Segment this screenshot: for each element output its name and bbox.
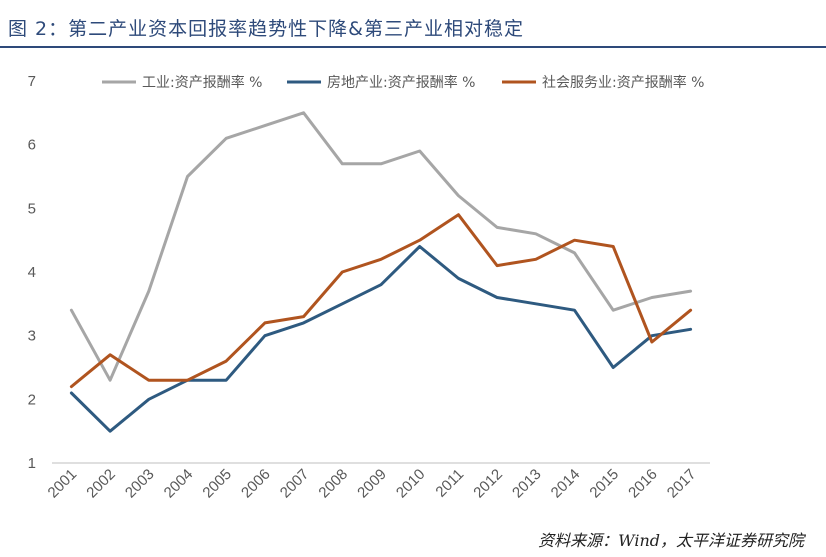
line-chart: 1 2 3 4 5 6 7 2001 2002 2003 2004 2005 2006 2007 2008… (28, 73, 710, 502)
source-note: 资料来源：Wind，太平洋证券研究院 (538, 531, 804, 550)
y-tick-label: 1 (28, 455, 36, 472)
x-axis-tick-labels: 2001 2002 2003 2004 2005 2006 2007 2008 2009 2010… (45, 466, 700, 502)
x-tick-label: 2016 (625, 466, 661, 502)
x-tick-label: 2005 (199, 466, 235, 502)
x-tick-label: 2001 (45, 466, 81, 502)
x-tick-label: 2013 (509, 466, 545, 502)
x-tick-label: 2014 (548, 466, 584, 502)
legend: 工业:资产报酬率 % 房地产业:资产报酬率 % 社会服务业:资产报酬率 % (102, 74, 704, 91)
series-line-1 (69, 111, 693, 382)
x-tick-label: 2004 (161, 466, 197, 502)
legend-label: 工业:资产报酬率 % (142, 74, 262, 91)
figure-title: 图 2：第二产业资本回报率趋势性下降&第三产业相对稳定 (8, 18, 524, 40)
x-tick-label: 2007 (277, 466, 313, 502)
x-tick-label: 2006 (238, 466, 274, 502)
x-tick-label: 2015 (586, 466, 622, 502)
y-tick-label: 7 (28, 73, 36, 90)
x-tick-label: 2003 (122, 466, 158, 502)
x-tick-label: 2008 (316, 466, 352, 502)
x-tick-label: 2009 (354, 466, 390, 502)
y-tick-label: 3 (28, 328, 36, 345)
y-tick-label: 5 (28, 200, 36, 217)
series-line-3 (69, 213, 693, 389)
y-tick-label: 6 (28, 137, 36, 154)
title-divider (0, 46, 826, 48)
x-tick-label: 2010 (393, 466, 429, 502)
series-line-2 (69, 245, 693, 433)
x-tick-label: 2017 (664, 466, 700, 502)
y-tick-label: 4 (28, 264, 36, 281)
legend-label: 房地产业:资产报酬率 % (327, 74, 475, 91)
x-tick-label: 2011 (432, 466, 467, 501)
x-tick-label: 2002 (83, 466, 119, 502)
series-lines (69, 111, 693, 433)
legend-label: 社会服务业:资产报酬率 % (542, 74, 704, 91)
x-tick-label: 2012 (470, 466, 506, 502)
y-tick-label: 2 (28, 391, 36, 408)
y-axis-tick-labels: 1 2 3 4 5 6 7 (28, 73, 36, 472)
